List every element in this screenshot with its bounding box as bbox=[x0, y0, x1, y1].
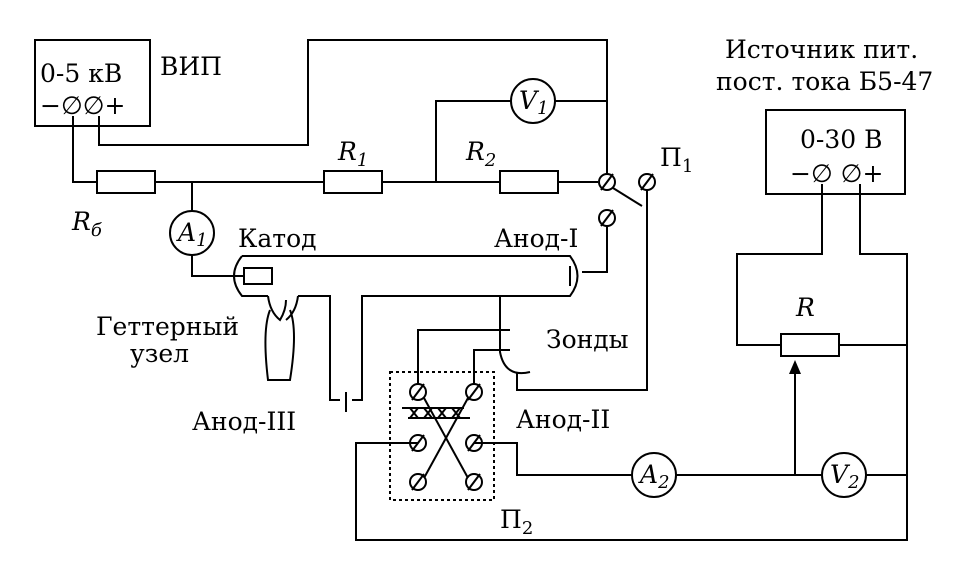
wire-p1-anode1 bbox=[582, 226, 608, 273]
resistor-r1 bbox=[323, 170, 383, 194]
getter-node bbox=[264, 295, 299, 381]
cathode-element bbox=[243, 267, 273, 285]
switch-p1-arm bbox=[612, 187, 643, 207]
getter-label-line1: Геттерный bbox=[96, 312, 239, 341]
tube-bottom bbox=[298, 295, 410, 401]
r1-label: R1 bbox=[337, 137, 368, 171]
vip-box bbox=[34, 39, 151, 127]
anode3-label: Анод-III bbox=[192, 407, 296, 436]
wiper-arrowhead bbox=[789, 360, 801, 374]
anode1-label: Анод-I bbox=[494, 224, 578, 253]
source-label-line1: Источник пит. bbox=[725, 35, 918, 64]
r2-label: R2 bbox=[465, 137, 496, 171]
wire-vip-plus bbox=[98, 39, 608, 175]
switch-p2-linkage bbox=[402, 397, 470, 479]
source-polarity-label: −∅ ∅+ bbox=[790, 159, 883, 188]
resistor-r2 bbox=[499, 170, 559, 194]
switch-p2-box bbox=[389, 371, 495, 501]
source-range-label: 0-30 В bbox=[800, 125, 882, 154]
wire-p2-right bbox=[474, 442, 632, 476]
vip-polarity-label: −∅∅+ bbox=[40, 91, 125, 120]
p2-label: П2 bbox=[500, 505, 533, 539]
source-box bbox=[765, 109, 906, 195]
wire-probe1-p2 bbox=[417, 329, 510, 388]
vip-range-label: 0-5 кВ bbox=[40, 59, 122, 88]
tube-outline bbox=[233, 255, 579, 297]
a2-label: A2 bbox=[638, 460, 670, 493]
r-label: R bbox=[795, 293, 815, 322]
wire-source-plus bbox=[859, 184, 908, 475]
wire-probe2-p2 bbox=[473, 349, 510, 388]
v1-label: V1 bbox=[519, 86, 549, 119]
source-label-line2: пост. тока Б5-47 bbox=[716, 67, 933, 96]
a1-label: A1 bbox=[176, 218, 208, 251]
rb-label: Rб bbox=[71, 207, 103, 241]
switch-p2-terminals bbox=[409, 383, 483, 491]
p1-label: П1 bbox=[660, 143, 693, 177]
v2-label: V2 bbox=[830, 460, 860, 493]
wire-a1-cathode bbox=[191, 255, 244, 277]
wire-p2-left bbox=[355, 442, 908, 541]
wire-source-minus bbox=[736, 184, 823, 346]
cathode-label: Катод bbox=[238, 224, 317, 253]
wire-p1-b-down bbox=[516, 190, 648, 391]
probes-label: Зонды bbox=[546, 325, 629, 354]
resistor-rb bbox=[96, 170, 156, 194]
anode2-label: Анод-II bbox=[516, 405, 610, 434]
potentiometer-r bbox=[780, 333, 840, 357]
vip-label: ВИП bbox=[160, 52, 222, 81]
wire-v1-left bbox=[435, 100, 511, 182]
probe-branch bbox=[499, 296, 531, 374]
wire-vip-minus bbox=[72, 116, 97, 183]
getter-label-line2: узел bbox=[130, 339, 189, 368]
